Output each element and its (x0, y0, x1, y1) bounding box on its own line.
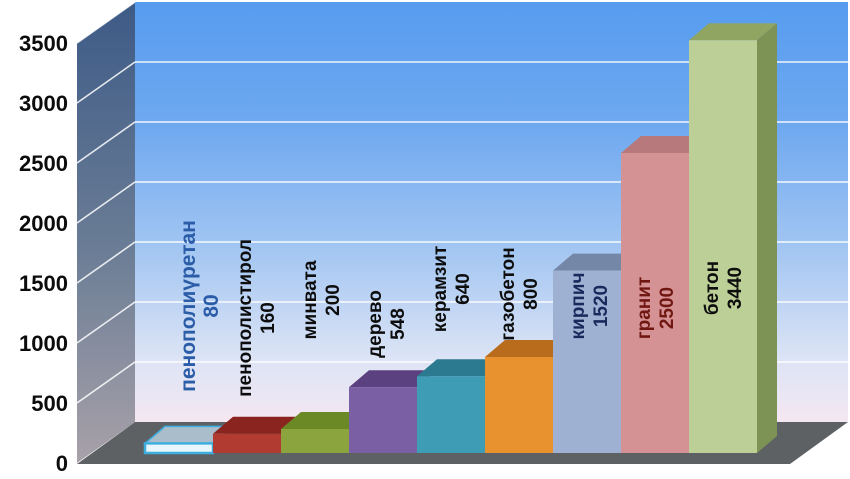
bar-label-минвата: минвата 200 (300, 260, 344, 340)
bar-top-face (689, 23, 777, 41)
y-tick-3500: 3500 (19, 31, 68, 56)
bar-top-face (485, 340, 573, 357)
bar-top-face (621, 136, 709, 153)
bar-value-text: 640 (453, 273, 474, 305)
bar-front-face (621, 153, 689, 453)
bar-top-face (281, 412, 369, 429)
bar-label-дерево: дерево 548 (365, 290, 409, 358)
y-tick-3000: 3000 (19, 91, 68, 116)
bar-value-text: 1520 (591, 285, 612, 327)
bar-top-face (417, 359, 505, 377)
bar-дерево (349, 370, 437, 453)
gridline-left-1000 (76, 301, 136, 344)
bar-front-face (349, 387, 417, 453)
y-tick-1000: 1000 (19, 331, 68, 356)
bar-value-text: 160 (258, 302, 279, 334)
bar-category-text: бетон (702, 261, 723, 315)
bar-value-text: 3440 (725, 267, 746, 309)
y-tick-0: 0 (56, 451, 68, 476)
bar-category-text: керамзит (430, 246, 451, 332)
bar-top-face (349, 370, 437, 388)
bar-value-text: 200 (323, 284, 344, 316)
bar-top-face (553, 253, 641, 271)
bar-front-face (213, 433, 281, 453)
y-tick-1500: 1500 (19, 271, 68, 296)
bar-category-text: газобетон (498, 247, 519, 340)
bar-label-керамзит: керамзит 640 (430, 246, 474, 332)
gridline-left-3000 (76, 61, 136, 104)
bar-бетон (689, 23, 777, 453)
bar-category-text: дерево (365, 290, 386, 358)
bar-label-гранит: гранит 2500 (634, 277, 678, 340)
bar-value-text: 548 (388, 308, 409, 340)
bar-гранит (621, 136, 709, 453)
gridline-left-1500 (76, 241, 136, 284)
bar-value-text: 800 (521, 278, 542, 310)
y-tick-2000: 2000 (19, 211, 68, 236)
gridline-left-3500 (76, 1, 136, 44)
bar-category-text: пенополистирол (235, 239, 256, 397)
bar-label-кирпич: кирпич 1520 (568, 273, 612, 340)
bar-front-face (689, 40, 757, 453)
bar-category-text: кирпич (568, 273, 589, 340)
bar-value-text: 80 (200, 294, 223, 317)
y-tick-500: 500 (31, 391, 68, 416)
bar-label-бетон: бетон 3440 (702, 261, 746, 315)
chart-left-wall (77, 2, 135, 463)
bar-category-text: гранит (634, 277, 655, 340)
bar-label-пенополиүретан: пенополиүретан 80 (177, 220, 223, 392)
bar-top-face (213, 416, 301, 434)
bar-label-газобетон: газобетон 800 (498, 247, 542, 340)
bar-пенополистирол (213, 416, 301, 453)
bar-front-face (417, 376, 485, 453)
bar-кирпич (553, 253, 641, 453)
bar-category-text: пенополиүретан (177, 220, 200, 392)
bar-front-face (485, 357, 553, 453)
bar-газобетон (485, 340, 573, 453)
bar-керамзит (417, 359, 505, 453)
gridline-left-2000 (76, 181, 136, 224)
bar-front-face (553, 270, 621, 453)
bar-front-face (143, 442, 215, 455)
gridline-left-2500 (76, 121, 136, 164)
bar-label-пенополистирол: пенополистирол 160 (235, 239, 279, 397)
bar-value-text: 2500 (657, 287, 678, 329)
bar-side-face (757, 23, 777, 453)
bar-category-text: минвата (300, 260, 321, 340)
gridline-left-500 (76, 361, 136, 404)
bar-минвата (281, 412, 369, 453)
y-tick-2500: 2500 (19, 151, 68, 176)
bar-front-face (281, 429, 349, 453)
